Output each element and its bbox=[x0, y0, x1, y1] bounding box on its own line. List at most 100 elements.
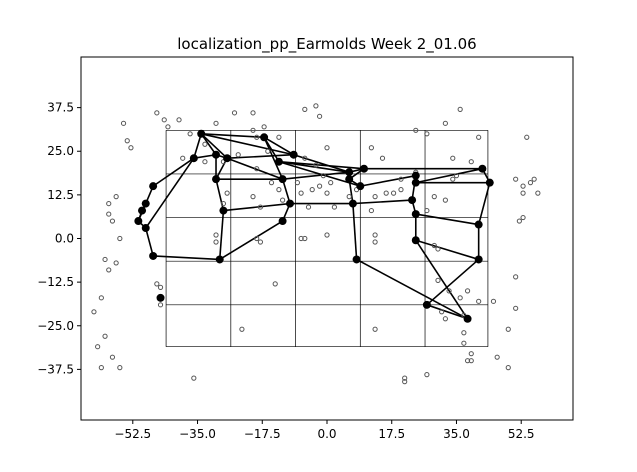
hollow-point bbox=[180, 155, 186, 161]
connected-point bbox=[215, 255, 224, 264]
hollow-point bbox=[313, 162, 319, 168]
hollow-point bbox=[520, 190, 526, 196]
hollow-point bbox=[513, 305, 519, 311]
hollow-point bbox=[457, 295, 463, 301]
connection-line bbox=[201, 133, 294, 156]
hollow-point bbox=[305, 204, 312, 210]
hollow-point bbox=[120, 120, 127, 126]
hollow-point bbox=[468, 358, 474, 364]
hollow-point bbox=[464, 358, 471, 364]
hollow-point bbox=[324, 145, 330, 151]
hollow-point bbox=[91, 309, 97, 315]
hollow-point bbox=[276, 134, 282, 140]
hollow-point bbox=[254, 134, 260, 140]
hollow-point bbox=[302, 106, 308, 112]
connected-point bbox=[408, 196, 417, 205]
hollow-point bbox=[424, 207, 430, 214]
connection-line bbox=[223, 202, 291, 212]
hollow-point bbox=[239, 326, 245, 332]
hollow-point bbox=[117, 235, 123, 242]
hollow-point bbox=[442, 120, 448, 126]
hollow-point bbox=[95, 344, 101, 350]
connection-line bbox=[282, 171, 350, 180]
connection-lines bbox=[137, 132, 491, 320]
hollow-point bbox=[520, 183, 526, 189]
hollow-point bbox=[372, 194, 378, 200]
hollow-point bbox=[261, 124, 267, 130]
hollow-point bbox=[235, 152, 241, 158]
hollow-point bbox=[468, 351, 474, 357]
hollow-point bbox=[106, 200, 112, 207]
hollow-point bbox=[476, 298, 482, 304]
connected-point bbox=[485, 178, 494, 187]
connection-line bbox=[415, 239, 469, 320]
x-tick-label: 35.0 bbox=[443, 427, 470, 441]
hollow-point bbox=[505, 326, 511, 332]
connection-line bbox=[152, 157, 195, 187]
connected-point bbox=[223, 154, 232, 163]
connection-line bbox=[218, 210, 225, 260]
hollow-point bbox=[202, 159, 208, 165]
chart-title: localization_pp_Earmolds Week 2_01.06 bbox=[177, 35, 476, 54]
connected-point bbox=[478, 164, 487, 173]
x-tick-label: −52.5 bbox=[114, 427, 151, 441]
connection-line bbox=[200, 133, 217, 156]
hollow-point bbox=[250, 194, 256, 200]
connected-point bbox=[149, 251, 158, 260]
hollow-point bbox=[372, 326, 378, 332]
hollow-point bbox=[368, 207, 374, 214]
connected-point bbox=[278, 217, 287, 226]
hollow-point bbox=[224, 190, 230, 196]
hollow-point bbox=[298, 190, 304, 196]
hollow-point bbox=[276, 187, 282, 193]
hollow-point bbox=[213, 232, 219, 238]
hollow-point bbox=[372, 239, 378, 245]
connected-point bbox=[219, 206, 228, 215]
hollow-point bbox=[442, 197, 448, 203]
hollow-point bbox=[446, 288, 452, 294]
connection-line bbox=[278, 160, 365, 170]
hollow-point bbox=[476, 134, 482, 140]
hollow-point bbox=[191, 375, 197, 381]
hollow-point bbox=[257, 239, 264, 245]
hollow-point bbox=[202, 141, 208, 147]
connection-line bbox=[193, 133, 202, 159]
connected-point bbox=[278, 175, 287, 184]
connection-line bbox=[281, 178, 291, 204]
hollow-point bbox=[157, 284, 164, 290]
connected-point bbox=[260, 133, 269, 142]
hollow-point bbox=[524, 134, 530, 140]
hollow-point bbox=[213, 239, 219, 245]
y-tick-label: −25.0 bbox=[37, 319, 74, 333]
hollow-point bbox=[257, 204, 264, 210]
hollow-point bbox=[383, 190, 389, 196]
y-tick-label: −12.5 bbox=[37, 275, 74, 289]
x-tick-label: 17.5 bbox=[378, 427, 405, 441]
connection-line bbox=[415, 239, 479, 261]
connected-point bbox=[189, 154, 198, 163]
hollow-point bbox=[165, 124, 171, 130]
connected-point bbox=[138, 206, 147, 215]
connected-point bbox=[474, 255, 483, 264]
hollow-point bbox=[187, 131, 193, 137]
hollow-point bbox=[324, 232, 330, 238]
connection-line bbox=[415, 213, 479, 226]
connection-line bbox=[477, 182, 491, 225]
hollow-point bbox=[390, 190, 397, 196]
hollow-point bbox=[98, 365, 104, 371]
hollow-point bbox=[520, 214, 526, 221]
hollow-point bbox=[413, 127, 419, 133]
connection-line bbox=[201, 132, 265, 139]
hollow-point bbox=[461, 340, 467, 346]
hollow-point bbox=[106, 211, 112, 217]
hollow-point bbox=[442, 316, 448, 322]
connected-point bbox=[212, 150, 221, 159]
hollow-point bbox=[254, 166, 260, 172]
hollow-point bbox=[213, 120, 219, 126]
y-tick-label: 25.0 bbox=[47, 144, 74, 158]
hollow-point bbox=[450, 155, 456, 161]
hollow-point bbox=[453, 173, 460, 179]
y-tick-label: −37.5 bbox=[37, 362, 74, 376]
y-tick-label: 0.0 bbox=[55, 232, 74, 246]
hollow-point bbox=[317, 183, 323, 189]
